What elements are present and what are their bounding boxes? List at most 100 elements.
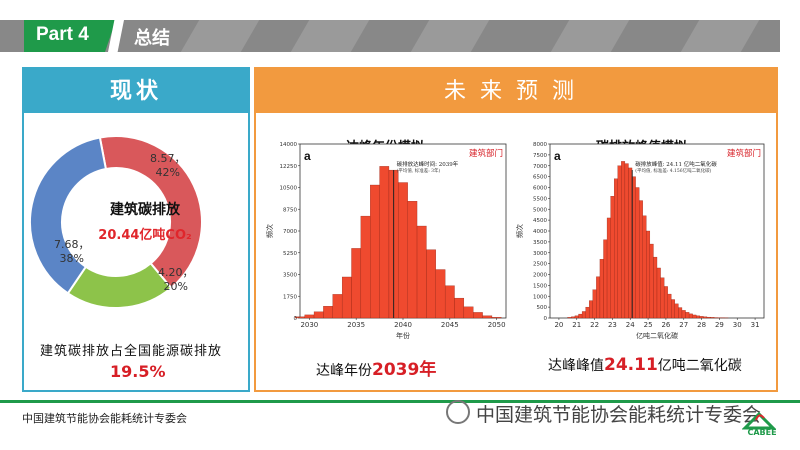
histogram-bar bbox=[304, 314, 315, 319]
y-tick-label: 12250 bbox=[280, 164, 298, 170]
histogram-bar bbox=[473, 312, 483, 319]
histogram-bar bbox=[360, 215, 371, 319]
histogram-bar bbox=[435, 269, 446, 319]
header-stripe bbox=[550, 20, 630, 52]
current-status-heading: 现状 bbox=[22, 67, 250, 111]
x-tick-label: 25 bbox=[644, 321, 653, 329]
x-tick-label: 2030 bbox=[300, 321, 318, 329]
header-stripe bbox=[290, 20, 370, 52]
y-tick-label: 1000 bbox=[533, 294, 547, 300]
x-tick-label: 23 bbox=[608, 321, 617, 329]
histogram-bar bbox=[710, 317, 715, 319]
x-tick-label: 26 bbox=[661, 321, 670, 329]
y-tick-label: 0 bbox=[294, 316, 298, 322]
histogram-bar bbox=[589, 300, 593, 319]
histogram-bar bbox=[323, 306, 333, 319]
header-stripe bbox=[180, 20, 260, 52]
y-axis-label: 频次 bbox=[265, 224, 274, 238]
y-tick-label: 5250 bbox=[283, 251, 297, 257]
histogram-bar bbox=[567, 317, 572, 319]
part-badge bbox=[24, 20, 116, 52]
caption-suffix: 亿吨二氧化碳 bbox=[657, 358, 742, 374]
y-tick-label: 1500 bbox=[533, 283, 547, 289]
y-tick-label: 4500 bbox=[533, 218, 547, 224]
y-tick-label: 6500 bbox=[533, 175, 547, 181]
caption-prefix: 达峰年份 bbox=[316, 363, 372, 379]
share-text: 建筑碳排放占全国能源碳排放 bbox=[40, 344, 223, 359]
histogram-bar bbox=[671, 299, 675, 319]
histogram-bar bbox=[444, 285, 455, 319]
x-tick-label: 2035 bbox=[347, 321, 365, 329]
y-tick-label: 5500 bbox=[533, 196, 547, 202]
histogram-bar bbox=[614, 178, 618, 319]
histogram-bar bbox=[603, 239, 608, 319]
x-tick-label: 22 bbox=[590, 321, 599, 329]
donut-center-value: 20.44亿吨CO₂ bbox=[98, 228, 192, 243]
x-tick-label: 2050 bbox=[488, 321, 506, 329]
histogram-bar bbox=[398, 182, 408, 319]
histogram-bar bbox=[699, 316, 704, 319]
histogram-bar bbox=[667, 293, 672, 319]
x-tick-label: 2045 bbox=[441, 321, 459, 329]
segment-percent: 42% bbox=[155, 166, 180, 179]
histogram-bar bbox=[653, 256, 658, 319]
histogram-bar bbox=[663, 286, 668, 319]
annotation-text: 碳排放达峰时间: 2039年 bbox=[397, 160, 459, 168]
caption-value: 24.11 bbox=[604, 355, 658, 375]
histogram-bar bbox=[649, 243, 654, 319]
histogram-bar bbox=[696, 315, 700, 319]
histogram-bar bbox=[617, 165, 622, 319]
cabee-logo-icon bbox=[742, 411, 776, 430]
chart2-caption: 达峰峰值24.11亿吨二氧化碳 bbox=[548, 355, 742, 375]
x-tick-label: 21 bbox=[572, 321, 581, 329]
panel-letter: a bbox=[304, 149, 311, 163]
x-tick-label: 31 bbox=[751, 321, 760, 329]
histogram-bar bbox=[592, 289, 597, 319]
histogram-bar bbox=[585, 306, 590, 319]
histogram-bar bbox=[370, 184, 380, 319]
histogram-bar bbox=[703, 316, 708, 319]
legend-label: 建筑部门 bbox=[469, 148, 503, 159]
histogram-bar bbox=[674, 303, 679, 319]
caption-prefix: 达峰峰值 bbox=[548, 358, 604, 374]
histogram-bar bbox=[416, 225, 427, 319]
x-tick-label: 27 bbox=[679, 321, 688, 329]
section-title: 总结 bbox=[134, 28, 170, 49]
histogram-bar bbox=[646, 230, 651, 319]
footer-divider bbox=[0, 400, 800, 403]
header-bar bbox=[0, 20, 780, 52]
annotation-text: 碳排放峰值: 24.11 亿吨二氧化碳 bbox=[635, 160, 717, 168]
segment-value: 7.68， bbox=[54, 238, 90, 251]
histogram-bar bbox=[610, 196, 615, 319]
histogram-bar bbox=[599, 259, 604, 319]
peak-year-histogram: 0 1750 3500 5250 7000 8750 10500 12250 14000 2030… bbox=[265, 142, 507, 340]
y-tick-label: 3000 bbox=[533, 251, 547, 257]
y-tick-label: 2500 bbox=[533, 262, 547, 268]
segment-percent: 38% bbox=[59, 252, 84, 265]
histogram-bar bbox=[639, 200, 643, 319]
y-tick-label: 7000 bbox=[283, 229, 297, 235]
histogram-bar bbox=[341, 276, 352, 319]
histogram-bar bbox=[656, 267, 661, 319]
footer-watermark: 中国建筑节能协会能耗统计专委会 bbox=[476, 404, 762, 426]
logo-text: CABEE bbox=[747, 428, 777, 437]
histogram-bar bbox=[313, 311, 324, 319]
x-tick-label: 29 bbox=[715, 321, 724, 329]
histogram-bar bbox=[482, 315, 493, 319]
y-tick-label: 3500 bbox=[283, 273, 297, 279]
wechat-icon bbox=[446, 400, 470, 424]
y-tick-label: 7500 bbox=[533, 153, 547, 159]
y-tick-label: 6000 bbox=[533, 186, 547, 192]
annotation-subtext: (平均值, 标准差: 4.156亿吨二氧化碳) bbox=[635, 167, 711, 174]
y-tick-label: 1750 bbox=[283, 294, 297, 300]
histogram-bar bbox=[660, 277, 665, 319]
x-tick-label: 30 bbox=[733, 321, 742, 329]
x-tick-label: 28 bbox=[697, 321, 706, 329]
histogram-bar bbox=[581, 311, 586, 319]
share-value: 19.5% bbox=[110, 362, 166, 381]
y-tick-label: 8000 bbox=[533, 142, 547, 148]
y-tick-label: 5000 bbox=[533, 207, 547, 213]
x-axis-label: 亿吨二氧化碳 bbox=[636, 331, 678, 340]
header-stripe bbox=[410, 20, 490, 52]
histogram-bar bbox=[681, 310, 686, 319]
